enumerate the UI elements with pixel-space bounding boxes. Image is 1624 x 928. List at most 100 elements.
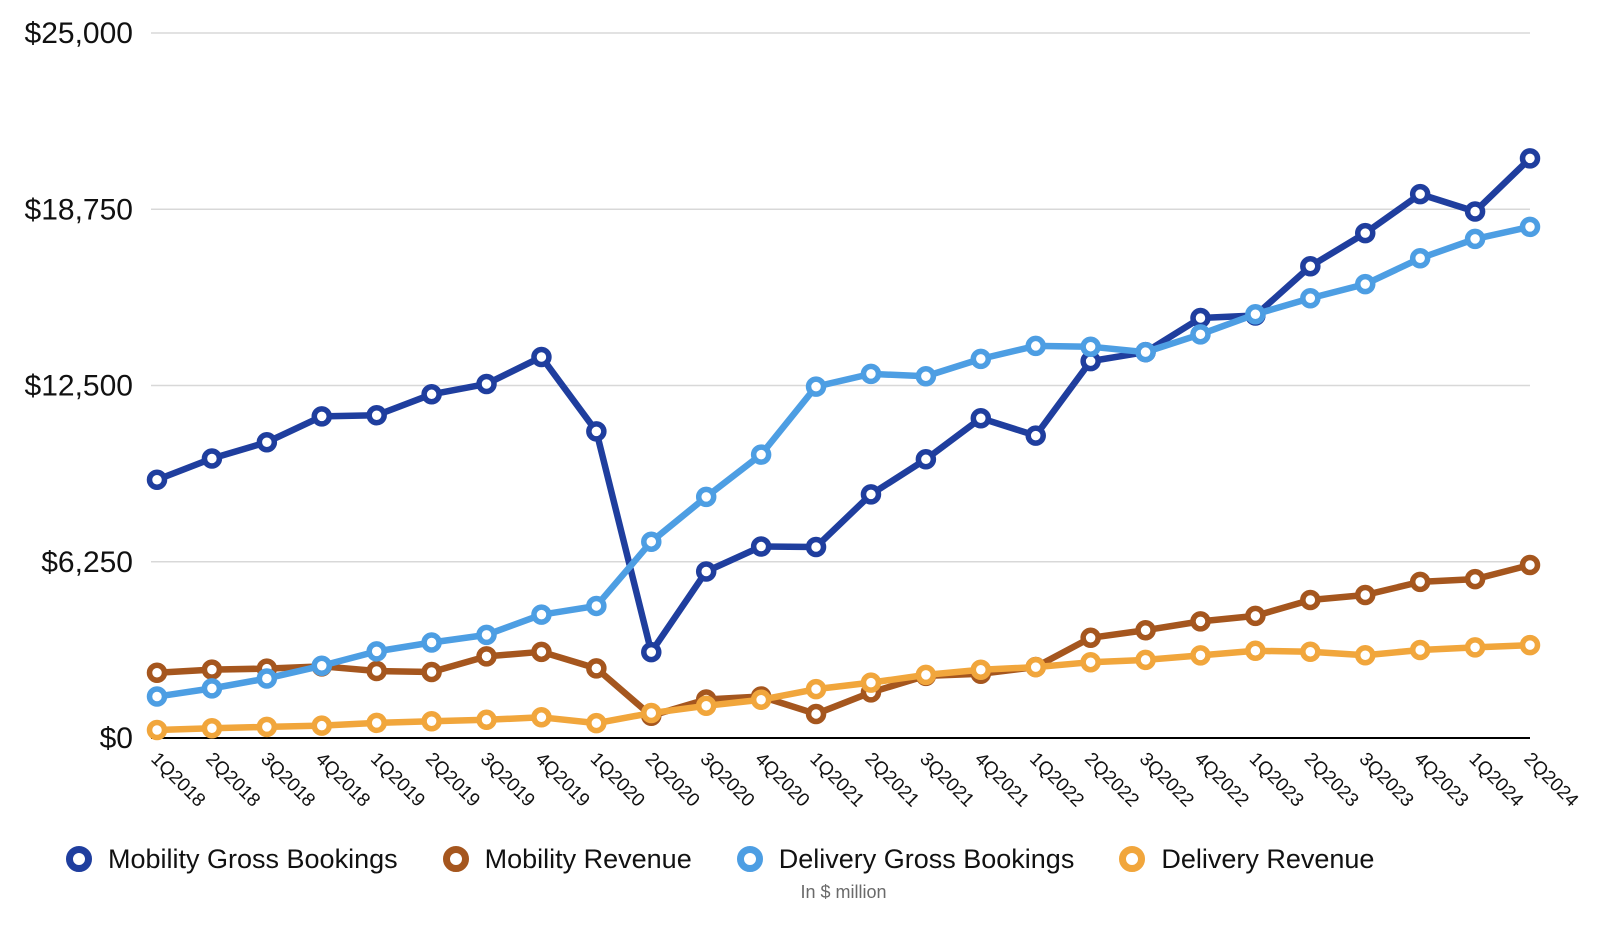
data-point-mobility-revenue-1Q2018[interactable] — [146, 662, 168, 683]
data-point-mobility-gross-bookings-2Q2023[interactable] — [1300, 256, 1321, 277]
data-point-mobility-gross-bookings-3Q2020[interactable] — [695, 561, 717, 582]
data-point-delivery-revenue-2Q2022[interactable] — [1080, 651, 1101, 673]
data-point-delivery-revenue-4Q2020[interactable] — [750, 689, 772, 711]
data-point-mobility-gross-bookings-1Q2024[interactable] — [1464, 201, 1486, 222]
data-point-delivery-revenue-4Q2023[interactable] — [1409, 639, 1431, 661]
data-point-mobility-revenue-4Q2022[interactable] — [1190, 611, 1211, 632]
data-point-mobility-gross-bookings-1Q2021[interactable] — [805, 536, 827, 558]
data-point-mobility-revenue-4Q2019[interactable] — [531, 641, 552, 663]
data-point-mobility-gross-bookings-3Q2023[interactable] — [1354, 222, 1376, 244]
data-point-mobility-gross-bookings-4Q2019[interactable] — [531, 346, 552, 368]
data-point-delivery-gross-bookings-3Q2020[interactable] — [695, 486, 717, 508]
data-point-mobility-gross-bookings-3Q2019[interactable] — [476, 373, 497, 395]
data-point-mobility-revenue-1Q2021[interactable] — [805, 703, 827, 725]
data-point-mobility-gross-bookings-4Q2018[interactable] — [311, 406, 333, 427]
data-point-delivery-gross-bookings-1Q2023[interactable] — [1245, 304, 1266, 325]
data-point-mobility-revenue-2Q2019[interactable] — [421, 661, 442, 683]
data-point-delivery-gross-bookings-1Q2021[interactable] — [805, 376, 827, 397]
data-point-mobility-revenue-4Q2023[interactable] — [1409, 571, 1431, 593]
data-point-delivery-gross-bookings-2Q2021[interactable] — [860, 363, 882, 385]
data-point-delivery-gross-bookings-3Q2022[interactable] — [1135, 341, 1156, 363]
data-point-delivery-gross-bookings-3Q2019[interactable] — [476, 624, 497, 646]
data-point-delivery-gross-bookings-4Q2022[interactable] — [1190, 324, 1211, 345]
y-tick-label: $25,000 — [25, 17, 133, 50]
legend-item-delivery-gross-bookings[interactable]: Delivery Gross Bookings — [736, 844, 1074, 875]
data-point-delivery-gross-bookings-3Q2021[interactable] — [915, 366, 937, 387]
data-point-mobility-gross-bookings-4Q2020[interactable] — [750, 536, 772, 557]
data-point-mobility-gross-bookings-2Q2019[interactable] — [421, 384, 442, 405]
data-point-delivery-gross-bookings-1Q2020[interactable] — [586, 595, 607, 617]
data-point-delivery-gross-bookings-1Q2024[interactable] — [1464, 228, 1486, 250]
data-point-mobility-gross-bookings-3Q2018[interactable] — [256, 431, 278, 453]
data-point-delivery-gross-bookings-1Q2022[interactable] — [1025, 335, 1046, 357]
data-point-mobility-gross-bookings-2Q2020[interactable] — [641, 641, 662, 663]
data-point-delivery-revenue-1Q2020[interactable] — [586, 712, 607, 734]
data-point-mobility-revenue-2Q2022[interactable] — [1080, 627, 1101, 649]
data-point-delivery-revenue-3Q2020[interactable] — [695, 695, 717, 717]
legend-item-mobility-gross-bookings[interactable]: Mobility Gross Bookings — [66, 844, 398, 875]
data-point-mobility-gross-bookings-1Q2020[interactable] — [586, 421, 607, 442]
data-point-mobility-revenue-3Q2022[interactable] — [1135, 619, 1156, 641]
data-point-delivery-revenue-1Q2018[interactable] — [146, 719, 168, 741]
data-point-mobility-revenue-1Q2023[interactable] — [1245, 605, 1266, 627]
data-point-delivery-revenue-4Q2022[interactable] — [1190, 645, 1211, 666]
data-point-delivery-revenue-2Q2018[interactable] — [201, 717, 223, 739]
data-point-delivery-gross-bookings-4Q2020[interactable] — [750, 444, 772, 465]
data-point-delivery-revenue-3Q2019[interactable] — [476, 709, 497, 731]
data-point-delivery-gross-bookings-4Q2021[interactable] — [970, 348, 992, 370]
legend-item-mobility-revenue[interactable]: Mobility Revenue — [442, 844, 692, 875]
data-point-mobility-gross-bookings-4Q2022[interactable] — [1190, 307, 1211, 329]
data-point-delivery-gross-bookings-2Q2023[interactable] — [1300, 287, 1321, 309]
data-point-delivery-revenue-3Q2021[interactable] — [915, 664, 937, 686]
data-point-mobility-revenue-1Q2020[interactable] — [586, 658, 607, 679]
data-point-delivery-revenue-1Q2023[interactable] — [1245, 640, 1266, 662]
data-point-delivery-revenue-4Q2019[interactable] — [531, 707, 552, 728]
data-point-mobility-gross-bookings-1Q2022[interactable] — [1025, 425, 1046, 446]
data-point-delivery-revenue-2Q2019[interactable] — [421, 710, 442, 732]
legend-item-delivery-revenue[interactable]: Delivery Revenue — [1119, 844, 1374, 875]
data-point-mobility-gross-bookings-2Q2018[interactable] — [201, 448, 223, 469]
data-point-delivery-gross-bookings-2Q2019[interactable] — [421, 632, 442, 653]
data-point-mobility-gross-bookings-4Q2023[interactable] — [1409, 183, 1431, 205]
data-point-mobility-revenue-1Q2019[interactable] — [366, 660, 387, 682]
data-point-delivery-revenue-1Q2024[interactable] — [1464, 637, 1486, 658]
data-point-delivery-gross-bookings-2Q2018[interactable] — [201, 678, 223, 699]
data-point-delivery-gross-bookings-4Q2023[interactable] — [1409, 248, 1431, 269]
data-point-delivery-revenue-2Q2020[interactable] — [641, 702, 662, 724]
data-point-delivery-revenue-3Q2023[interactable] — [1354, 644, 1376, 666]
data-point-mobility-revenue-3Q2023[interactable] — [1354, 584, 1376, 606]
data-point-delivery-revenue-4Q2018[interactable] — [311, 715, 333, 736]
data-point-delivery-revenue-3Q2022[interactable] — [1135, 649, 1156, 671]
data-point-mobility-gross-bookings-2Q2024[interactable] — [1519, 148, 1541, 169]
x-tick-label: 2Q2019 — [421, 749, 484, 812]
data-point-delivery-gross-bookings-2Q2020[interactable] — [641, 531, 662, 552]
data-point-delivery-gross-bookings-2Q2024[interactable] — [1519, 216, 1541, 238]
data-point-delivery-revenue-1Q2019[interactable] — [366, 712, 387, 734]
data-point-mobility-gross-bookings-4Q2021[interactable] — [970, 407, 992, 429]
data-point-delivery-gross-bookings-4Q2019[interactable] — [531, 604, 552, 625]
data-point-mobility-revenue-3Q2019[interactable] — [476, 646, 497, 667]
data-point-delivery-revenue-1Q2022[interactable] — [1025, 656, 1046, 678]
data-point-delivery-gross-bookings-1Q2019[interactable] — [366, 641, 387, 662]
data-point-delivery-gross-bookings-3Q2018[interactable] — [256, 668, 278, 689]
x-tick-label: 3Q2022 — [1135, 749, 1198, 812]
data-point-delivery-gross-bookings-3Q2023[interactable] — [1354, 273, 1376, 295]
data-point-mobility-gross-bookings-1Q2019[interactable] — [366, 404, 387, 426]
series-mobility-revenue — [146, 554, 1541, 726]
data-point-delivery-revenue-2Q2023[interactable] — [1300, 641, 1321, 663]
data-point-mobility-gross-bookings-2Q2021[interactable] — [860, 484, 882, 505]
data-point-delivery-revenue-1Q2021[interactable] — [805, 678, 827, 700]
data-point-delivery-gross-bookings-1Q2018[interactable] — [146, 686, 168, 707]
data-point-mobility-revenue-2Q2018[interactable] — [201, 659, 223, 680]
data-point-delivery-revenue-2Q2021[interactable] — [860, 672, 882, 693]
data-point-delivery-revenue-3Q2018[interactable] — [256, 716, 278, 738]
data-point-delivery-gross-bookings-4Q2018[interactable] — [311, 655, 333, 677]
data-point-mobility-revenue-2Q2024[interactable] — [1519, 554, 1541, 576]
data-point-mobility-revenue-2Q2023[interactable] — [1300, 589, 1321, 611]
data-point-mobility-gross-bookings-3Q2021[interactable] — [915, 449, 937, 470]
data-point-mobility-revenue-1Q2024[interactable] — [1464, 568, 1486, 590]
data-point-delivery-revenue-2Q2024[interactable] — [1519, 634, 1541, 656]
data-point-delivery-gross-bookings-2Q2022[interactable] — [1080, 336, 1101, 357]
data-point-delivery-revenue-4Q2021[interactable] — [970, 659, 992, 681]
data-point-mobility-gross-bookings-1Q2018[interactable] — [146, 469, 168, 491]
